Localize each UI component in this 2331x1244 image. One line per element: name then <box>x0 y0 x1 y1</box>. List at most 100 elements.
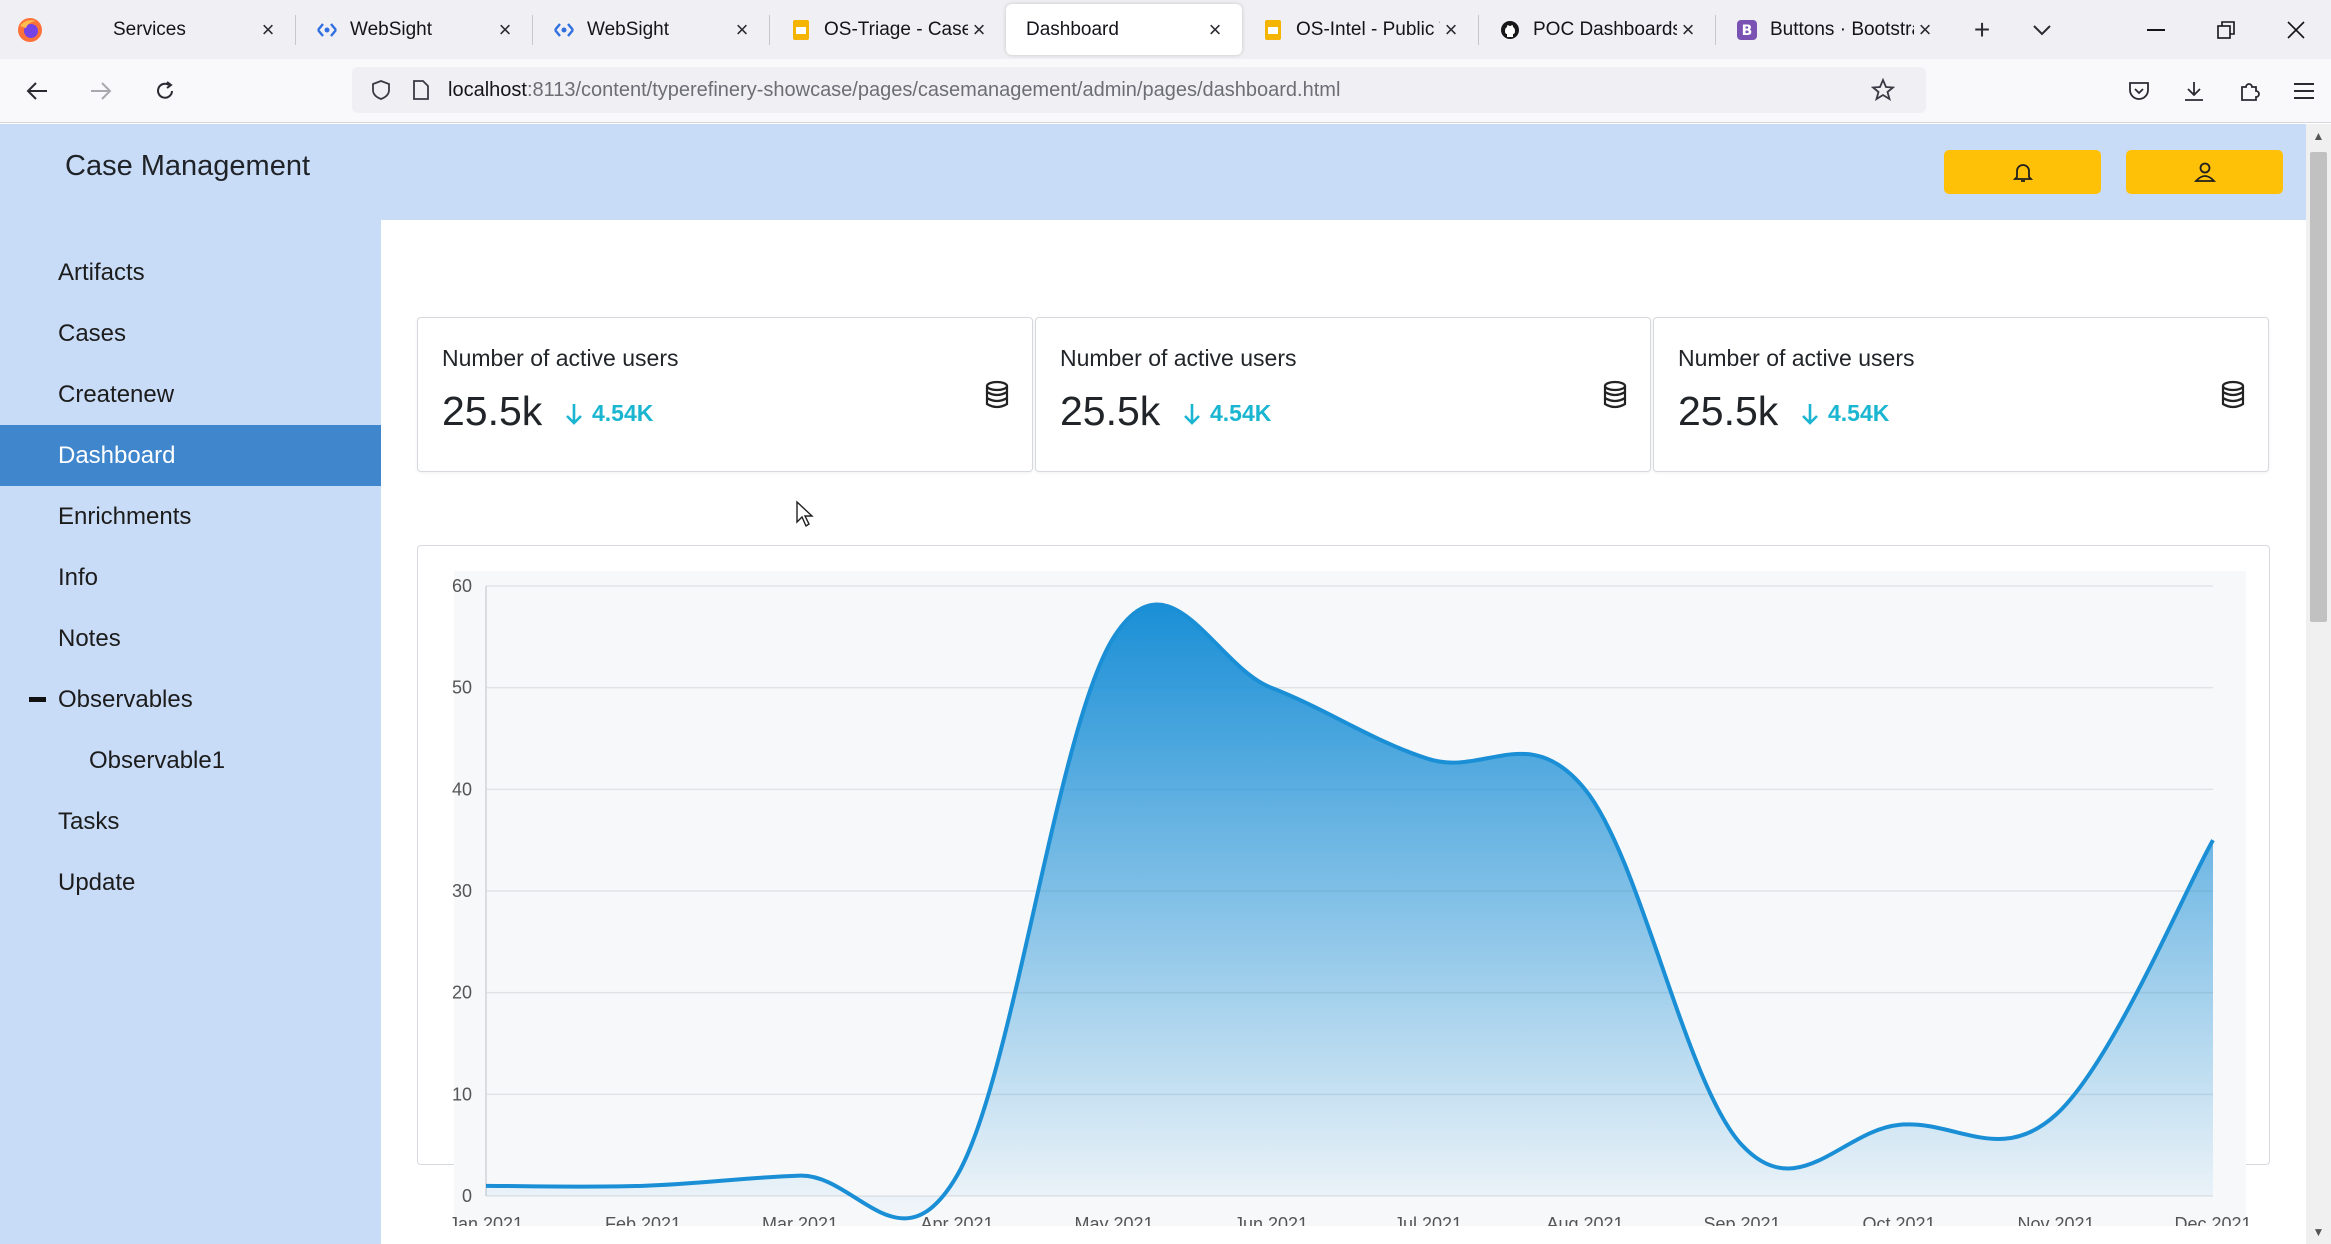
browser-tab[interactable]: Services × <box>59 4 295 55</box>
sidebar-item-notes[interactable]: Notes <box>0 608 381 669</box>
user-icon <box>2193 162 2216 182</box>
extensions-button[interactable] <box>2221 64 2276 118</box>
close-window-button[interactable] <box>2261 0 2331 59</box>
stat-delta-value: 4.54K <box>1828 400 1890 426</box>
shield-icon[interactable] <box>368 77 394 103</box>
sidebar-item-dashboard[interactable]: Dashboard <box>0 425 381 486</box>
arrow-left-icon <box>26 81 47 100</box>
sidebar-item-observables[interactable]: Observables <box>0 669 381 730</box>
area-chart: 0 10 20 30 40 50 60 Jan 2021 Feb 2021 Mar 2021 Apr… <box>449 571 2252 1226</box>
address-bar[interactable]: localhost:8113/content/typerefinery-show… <box>352 67 1926 113</box>
menu-button[interactable] <box>2276 64 2331 118</box>
stat-label: Number of active users <box>442 345 679 371</box>
user-menu-button[interactable] <box>2126 150 2283 194</box>
stat-card: Number of active users 25.5k 4.54K <box>1653 317 2269 472</box>
tab-close-icon[interactable]: × <box>261 16 275 42</box>
stat-value: 25.5k <box>1060 388 1161 434</box>
tab-close-icon[interactable]: × <box>1208 16 1222 42</box>
scroll-down-arrow[interactable]: ▼ <box>2312 1225 2325 1239</box>
reload-button[interactable] <box>138 64 192 118</box>
page-icon[interactable] <box>408 77 434 103</box>
reload-icon <box>157 80 173 99</box>
chart-card: 0 10 20 30 40 50 60 Jan 2021 Feb 2021 Mar 2021 Apr… <box>417 545 2270 1226</box>
collapse-dash-icon[interactable] <box>29 697 46 702</box>
chart-series-line <box>485 602 2215 1221</box>
github-icon <box>1499 19 1521 41</box>
stat-value: 25.5k <box>1678 388 1779 434</box>
scroll-thumb[interactable] <box>2310 152 2327 622</box>
browser-tab[interactable]: Dashboard × <box>1006 4 1242 55</box>
tab-close-icon[interactable]: × <box>1444 16 1458 42</box>
download-icon <box>2184 82 2203 101</box>
stat-delta: 4.54K <box>1800 400 1889 427</box>
tab-title: POC Dashboards · <box>1533 18 1677 40</box>
browser-tab[interactable]: OS-Intel - Public T × <box>1242 4 1478 55</box>
tab-close-icon[interactable]: × <box>498 16 512 42</box>
sidebar: Artifacts Cases Createnew Dashboard Enrichme… <box>0 220 381 1244</box>
sidebar-item-createnew[interactable]: Createnew <box>0 364 381 425</box>
chart-series-area <box>486 604 2213 1219</box>
browser-tab[interactable]: WebSight × <box>296 4 532 55</box>
app-header: Case Management <box>0 124 2306 220</box>
minimize-button[interactable] <box>2121 0 2191 59</box>
firefox-logo-icon[interactable] <box>0 0 59 59</box>
tab-title: Dashboard <box>1026 18 1119 40</box>
database-icon <box>1603 380 1627 409</box>
chart-y-tick-label: 30 <box>452 881 472 901</box>
slides-icon <box>1262 19 1284 41</box>
firefox-services-icon <box>79 19 101 41</box>
tab-close-icon[interactable]: × <box>1681 16 1695 42</box>
sidebar-item-label: Observables <box>58 685 193 713</box>
tab-list-button[interactable] <box>2012 0 2072 59</box>
downloads-button[interactable] <box>2166 64 2221 118</box>
arrow-down-icon <box>1182 402 1202 426</box>
tab-title: OS-Triage - Case M <box>824 18 968 40</box>
browser-tab[interactable]: POC Dashboards ·× <box>1479 4 1715 55</box>
tab-title: WebSight <box>350 18 433 40</box>
app-title: Case Management <box>65 150 311 182</box>
tab-close-icon[interactable]: × <box>972 16 986 42</box>
browser-tab[interactable]: OS-Triage - Case M× <box>770 4 1006 55</box>
sidebar-item-label: Createnew <box>58 380 175 408</box>
forward-button[interactable] <box>74 64 128 118</box>
browser-nav-bar: localhost:8113/content/typerefinery-show… <box>0 59 2331 123</box>
tab-separator <box>1715 15 1716 45</box>
sidebar-item-label: Observable1 <box>89 746 226 774</box>
new-tab-button[interactable]: + <box>1973 13 1991 45</box>
sidebar-item-cases[interactable]: Cases <box>0 303 381 364</box>
sidebar-item-artifacts[interactable]: Artifacts <box>0 242 381 303</box>
scroll-up-arrow[interactable]: ▲ <box>2312 129 2325 143</box>
pocket-icon <box>2128 82 2149 100</box>
chart-x-tick-label: Jun 2021 <box>1234 1214 1308 1226</box>
bookmark-star-icon[interactable] <box>1870 77 1896 103</box>
pocket-button[interactable] <box>2111 64 2166 118</box>
browser-tab-bar: Services × WebSight × WebSight × OS-Triage - C… <box>0 0 2331 59</box>
chevron-down-icon <box>2033 24 2051 35</box>
sidebar-item-enrichments[interactable]: Enrichments <box>0 486 381 547</box>
chart-y-tick-label: 0 <box>462 1186 472 1206</box>
tab-close-icon[interactable]: × <box>735 16 749 42</box>
tab-close-icon[interactable]: × <box>1918 16 1932 42</box>
browser-tab[interactable]: WebSight × <box>533 4 769 55</box>
tab-title: WebSight <box>587 18 670 40</box>
restore-button[interactable] <box>2191 0 2261 59</box>
sidebar-item-info[interactable]: Info <box>0 547 381 608</box>
sidebar-item-label: Dashboard <box>58 441 176 469</box>
websight-icon <box>316 19 338 41</box>
back-button[interactable] <box>10 64 64 118</box>
sidebar-item-observable1[interactable]: Observable1 <box>0 730 381 791</box>
url-host: localhost <box>448 78 527 101</box>
chart-x-tick-label: Dec 2021 <box>2174 1214 2251 1226</box>
chart-x-tick-label: Sep 2021 <box>1703 1214 1780 1226</box>
chart-y-tick-label: 50 <box>452 678 472 698</box>
sidebar-item-label: Enrichments <box>58 502 192 530</box>
sidebar-item-label: Tasks <box>58 807 120 835</box>
tab-title: Buttons · Bootstrap <box>1770 18 1914 40</box>
browser-tab[interactable]: B Buttons · Bootstrap× <box>1716 4 1952 55</box>
sidebar-item-label: Artifacts <box>58 258 145 286</box>
tab-separator <box>532 15 533 45</box>
scrollbar[interactable]: ▲ ▼ <box>2306 124 2331 1244</box>
sidebar-item-update[interactable]: Update <box>0 852 381 913</box>
notifications-button[interactable] <box>1944 150 2101 194</box>
sidebar-item-tasks[interactable]: Tasks <box>0 791 381 852</box>
